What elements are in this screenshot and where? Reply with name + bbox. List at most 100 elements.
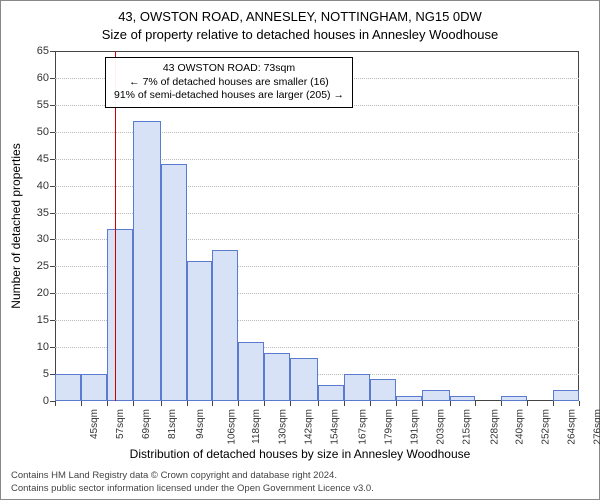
annotation-line1: 43 OWSTON ROAD: 73sqm [114,62,344,76]
xtick-mark [527,401,528,406]
histogram-bar [290,358,318,401]
footer: Contains HM Land Registry data © Crown c… [11,470,374,495]
ytick-label: 50 [9,126,49,138]
ytick-mark [50,401,55,402]
xtick-mark [187,401,188,406]
ytick-label: 45 [9,153,49,165]
histogram-bar [422,390,450,401]
xtick-label: 142sqm [304,409,315,445]
histogram-bar [107,229,133,401]
xtick-mark [318,401,319,406]
ytick-label: 40 [9,180,49,192]
ytick-label: 5 [9,368,49,380]
xtick-label: 94sqm [195,409,206,439]
xtick-mark [133,401,134,406]
ytick-mark [50,293,55,294]
x-axis-label: Distribution of detached houses by size … [1,447,599,461]
ytick-label: 55 [9,99,49,111]
xtick-mark [450,401,451,406]
histogram-bar [55,374,81,401]
xtick-label: 215sqm [461,409,472,445]
histogram-bar [318,385,344,401]
ytick-mark [50,347,55,348]
annotation-line2: ← 7% of detached houses are smaller (16) [114,76,344,90]
annotation-line3: 91% of semi-detached houses are larger (… [114,89,344,103]
title-subtitle: Size of property relative to detached ho… [1,27,599,42]
histogram-bar [187,261,213,401]
xtick-label: 240sqm [515,409,526,445]
xtick-mark [344,401,345,406]
xtick-mark [290,401,291,406]
xtick-mark [55,401,56,406]
xtick-mark [107,401,108,406]
xtick-mark [475,401,476,406]
histogram-bar [264,353,290,401]
histogram-bar [370,379,396,401]
xtick-mark [161,401,162,406]
xtick-label: 167sqm [358,409,369,445]
xtick-label: 264sqm [567,409,578,445]
ytick-mark [50,132,55,133]
ytick-label: 25 [9,260,49,272]
histogram-bar [133,121,161,401]
title-address: 43, OWSTON ROAD, ANNESLEY, NOTTINGHAM, N… [1,9,599,24]
ytick-label: 0 [9,395,49,407]
ytick-mark [50,105,55,106]
xtick-label: 228sqm [489,409,500,445]
histogram-bar [344,374,370,401]
xtick-label: 118sqm [251,409,262,444]
xtick-mark [579,401,580,406]
plot-area: 43 OWSTON ROAD: 73sqm ← 7% of detached h… [55,51,579,401]
ytick-label: 20 [9,287,49,299]
xtick-mark [501,401,502,406]
ytick-label: 35 [9,207,49,219]
xtick-label: 106sqm [226,409,237,445]
xtick-label: 130sqm [278,409,289,445]
ytick-mark [50,213,55,214]
footer-line1: Contains HM Land Registry data © Crown c… [11,470,374,482]
ytick-label: 15 [9,314,49,326]
ytick-mark [50,159,55,160]
xtick-label: 45sqm [89,409,100,439]
xtick-mark [264,401,265,406]
xtick-mark [422,401,423,406]
xtick-label: 179sqm [384,409,395,445]
ytick-mark [50,374,55,375]
ytick-mark [50,78,55,79]
ytick-label: 30 [9,233,49,245]
ytick-mark [50,320,55,321]
xtick-label: 191sqm [409,409,420,445]
xtick-mark [238,401,239,406]
histogram-bar [212,250,238,401]
ytick-mark [50,186,55,187]
ytick-label: 65 [9,45,49,57]
ytick-mark [50,239,55,240]
ytick-label: 60 [9,72,49,84]
xtick-label: 252sqm [541,409,552,445]
xtick-mark [553,401,554,406]
histogram-bar [450,396,476,401]
xtick-label: 81sqm [167,409,178,439]
histogram-bar [81,374,107,401]
xtick-label: 276sqm [593,409,600,445]
ytick-label: 10 [9,341,49,353]
footer-line2: Contains public sector information licen… [11,483,374,495]
histogram-bar [553,390,579,401]
xtick-mark [396,401,397,406]
histogram-bar [501,396,527,401]
ytick-mark [50,266,55,267]
ytick-mark [50,51,55,52]
histogram-bar [396,396,422,401]
xtick-label: 57sqm [115,409,126,439]
chart-container: 43, OWSTON ROAD, ANNESLEY, NOTTINGHAM, N… [0,0,600,500]
annotation-box: 43 OWSTON ROAD: 73sqm ← 7% of detached h… [105,57,353,108]
xtick-mark [212,401,213,406]
y-axis-label: Number of detached properties [9,61,23,226]
xtick-label: 69sqm [141,409,152,439]
xtick-mark [370,401,371,406]
xtick-mark [81,401,82,406]
xtick-label: 203sqm [435,409,446,445]
histogram-bar [161,164,187,401]
xtick-label: 154sqm [330,409,341,445]
histogram-bar [238,342,264,401]
